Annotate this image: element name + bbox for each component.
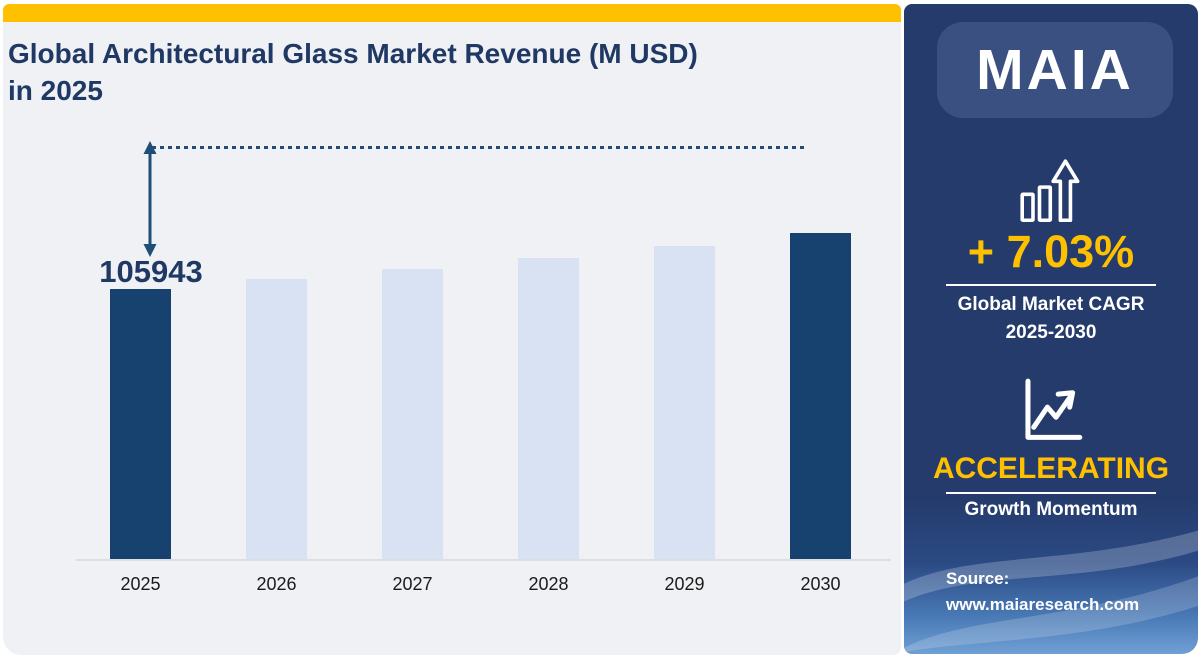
chart-title: Global Architectural Glass Market Revenu… bbox=[8, 36, 838, 110]
sidebar: MAIA + 7.03% Global Market CAGR 2025-203… bbox=[904, 4, 1198, 654]
cagr-label-line2: 2025-2030 bbox=[1005, 321, 1097, 343]
year-label-2028: 2028 bbox=[528, 574, 569, 594]
source-block: Source: www.maiaresearch.com bbox=[946, 566, 1139, 617]
cagr-label: Global Market CAGR 2025-2030 bbox=[904, 291, 1198, 346]
bar-2026 bbox=[246, 279, 307, 559]
x-axis-line bbox=[76, 559, 891, 561]
year-label-2026: 2026 bbox=[256, 574, 297, 594]
annotation-dotted-line bbox=[152, 146, 808, 149]
year-label-2030: 2030 bbox=[800, 574, 841, 594]
maia-logo: MAIA bbox=[937, 22, 1173, 118]
bar-2029 bbox=[654, 246, 715, 559]
bar-2025 bbox=[110, 289, 171, 559]
chart-title-line2: in 2025 bbox=[8, 74, 103, 106]
momentum-label: Growth Momentum bbox=[964, 499, 1138, 520]
bar-2027 bbox=[382, 269, 443, 559]
cagr-label-line1: Global Market CAGR bbox=[957, 294, 1145, 315]
wave-decoration bbox=[904, 530, 1198, 653]
source-label: Source: bbox=[946, 569, 1010, 588]
year-label-2029: 2029 bbox=[664, 574, 705, 594]
chart-title-line1: Global Architectural Glass Market Revenu… bbox=[8, 38, 698, 69]
top-accent-bar bbox=[3, 4, 901, 22]
bar-value-label: 105943 bbox=[99, 254, 203, 289]
chart-panel-body: Global Architectural Glass Market Revenu… bbox=[3, 22, 901, 655]
chart-plot-area: 105943 2025 2026 2027 2028 2029 2030 bbox=[3, 22, 901, 655]
bar-2030 bbox=[790, 233, 851, 559]
cagr-value: + 7.03% bbox=[967, 226, 1135, 277]
divider bbox=[946, 284, 1156, 286]
source-url: www.maiaresearch.com bbox=[946, 594, 1140, 614]
double-arrow-icon bbox=[143, 141, 157, 257]
momentum-value: ACCELERATING bbox=[932, 452, 1170, 485]
year-label-2025: 2025 bbox=[120, 574, 161, 594]
maia-logo-text: MAIA bbox=[976, 38, 1134, 102]
line-chart-icon bbox=[1025, 378, 1083, 440]
chart-panel: Global Architectural Glass Market Revenu… bbox=[3, 4, 901, 655]
rising-bars-arrow-icon bbox=[1020, 159, 1080, 223]
year-label-2027: 2027 bbox=[392, 574, 433, 594]
bar-2028 bbox=[518, 258, 579, 559]
divider bbox=[946, 492, 1156, 494]
